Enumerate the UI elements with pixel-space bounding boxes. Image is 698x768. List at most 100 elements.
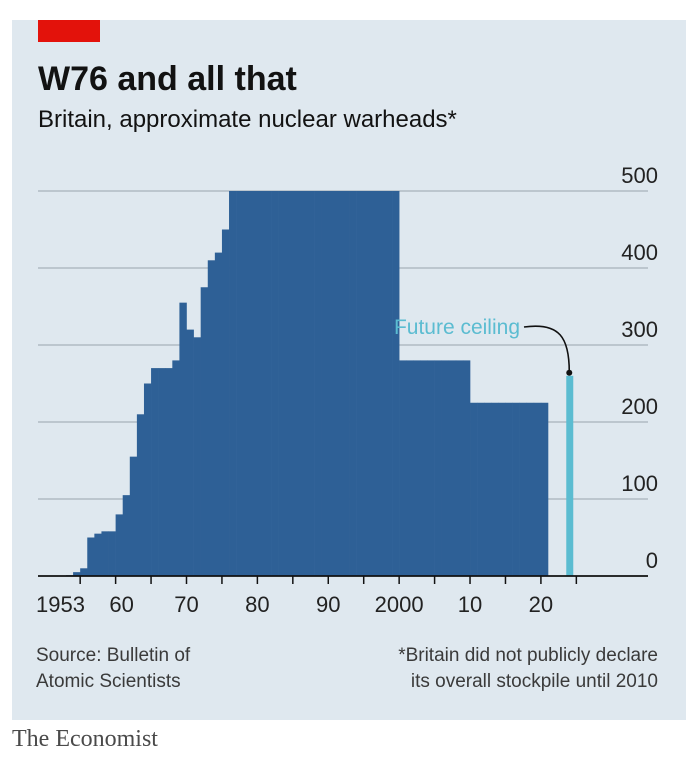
economist-logo-text: The Economist [12,726,158,752]
x-tick-label-2020: 20 [529,592,553,617]
bar-2018 [526,402,535,576]
bar-1994 [356,191,365,576]
y-tick-label-300: 300 [621,317,658,342]
y-tick-labels: 0 100 200 300 400 500 [621,163,658,573]
bar-1973 [207,260,216,576]
bar-1987 [307,191,315,576]
bar-1980 [257,191,265,576]
annotation-leader-line [523,325,571,372]
bar-1956 [87,537,95,576]
x-tick-label-1990: 90 [316,592,340,617]
bar-2020 [540,402,549,576]
bar-1997 [377,191,386,576]
bar-1968 [172,360,180,576]
bar-1996 [370,191,379,576]
footnote-line-2: its overall stockpile until 2010 [410,671,658,692]
bar-1965 [151,368,159,576]
bar-1998 [384,191,393,576]
bar-chart: 0 100 200 300 400 500 1953 60 70 80 90 2000 10 20 Fu… [36,163,658,617]
bar-2004 [427,360,435,576]
bar-1969 [179,302,187,576]
bar-1984 [285,191,294,576]
annotation: Future ceiling [394,316,573,376]
bar-1962 [129,456,138,576]
bar-1985 [292,191,301,576]
bar-1989 [321,191,329,576]
bar-1958 [101,531,109,576]
x-axis: 1953 60 70 80 90 2000 10 20 [36,575,648,617]
x-tick-label-1980: 80 [245,592,269,617]
bar-2007 [448,360,457,576]
bar-1988 [314,191,322,576]
bar-1961 [122,495,131,576]
annotation-dot [566,369,573,376]
bar-1971 [193,337,201,576]
bar-1955 [80,568,88,576]
footnote: *Britain did not publicly declare its ov… [398,643,658,695]
bar-2014 [498,402,506,576]
bar-1982 [271,191,279,576]
bar-1959 [108,531,116,576]
bar-1966 [158,368,166,576]
chart-subtitle: Britain, approximate nuclear warheads* [38,106,457,133]
chart-title: W76 and all that [38,60,297,98]
bar-2013 [491,402,499,576]
bar-2012 [484,402,492,576]
bar-1995 [363,191,372,576]
y-tick-label-500: 500 [621,163,658,188]
bar-2010 [470,402,478,576]
source-line-1: Source: Bulletin of [36,645,191,666]
x-tick-label-2000: 2000 [375,592,424,617]
bar-2016 [512,402,520,576]
bar-1983 [278,191,287,576]
bar-2011 [477,402,485,576]
bar-2015 [505,402,513,576]
bar-series [66,191,549,576]
y-tick-label-200: 200 [621,394,658,419]
bar-1954 [73,572,81,576]
brand-red-tag [38,20,100,42]
source-line-2: Atomic Scientists [36,671,181,692]
bar-1977 [236,191,244,576]
bar-1964 [143,383,152,576]
footnote-line-1: *Britain did not publicly declare [398,645,658,666]
bar-1978 [243,191,251,576]
x-tick-label-2010: 10 [458,592,482,617]
bar-2002 [413,360,421,576]
source-note: Source: Bulletin of Atomic Scientists [36,643,190,695]
x-tick-label-1953: 1953 [36,592,85,617]
bar-2008 [455,360,464,576]
bar-1974 [214,252,223,576]
bar-future-ceiling [566,375,574,576]
future-ceiling-series [566,375,574,576]
y-tick-label-100: 100 [621,471,658,496]
x-tick-label-1970: 70 [174,592,198,617]
bar-1963 [136,414,145,576]
x-tick-label-1960: 60 [109,592,133,617]
bar-1991 [335,191,343,576]
bar-1970 [186,329,194,576]
y-tick-label-0: 0 [646,548,658,573]
bar-2019 [533,402,542,576]
bar-1975 [221,229,230,576]
bar-1986 [299,191,308,576]
bar-1990 [328,191,336,576]
bar-1967 [165,368,173,576]
bar-1976 [229,191,237,576]
future-ceiling-label: Future ceiling [394,316,520,339]
bar-1972 [200,287,209,576]
bar-2000 [399,360,407,576]
y-tick-label-400: 400 [621,240,658,265]
bar-1993 [349,191,357,576]
bar-2005 [434,360,442,576]
bar-2009 [462,360,471,576]
bar-2001 [406,360,414,576]
bar-2006 [441,360,450,576]
bar-1992 [342,191,350,576]
chart-card: W76 and all that Britain, approximate nu… [12,20,686,720]
bar-2017 [519,402,528,576]
bar-1981 [264,191,272,576]
bar-1957 [94,533,102,576]
bar-1960 [115,514,124,576]
bar-2003 [420,360,428,576]
